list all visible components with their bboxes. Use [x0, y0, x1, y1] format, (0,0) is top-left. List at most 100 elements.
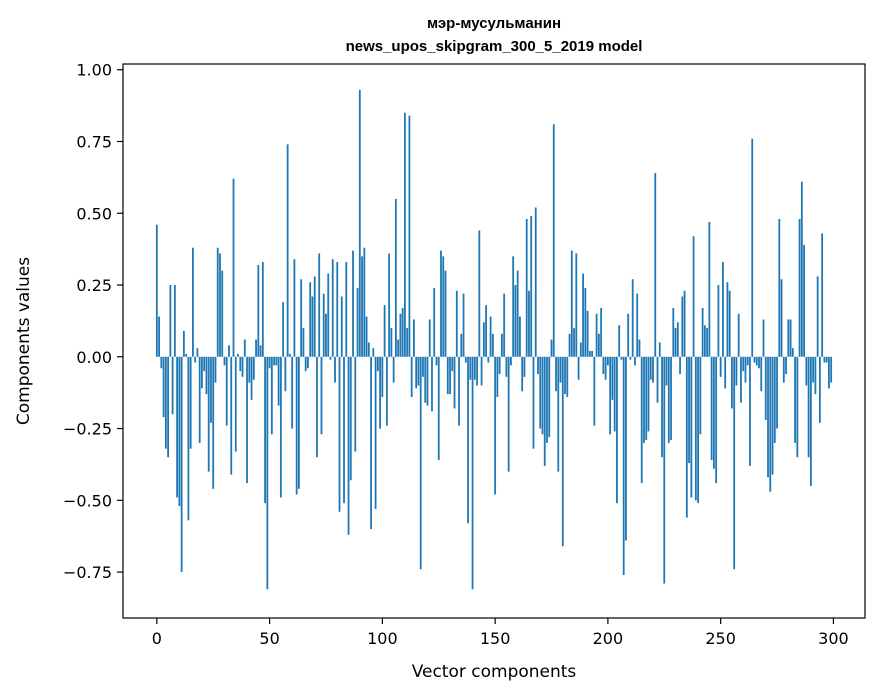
bar-244: [706, 328, 709, 357]
bar-33: [230, 356, 233, 475]
bar-270: [764, 356, 767, 420]
bar-124: [435, 356, 438, 366]
bar-102: [385, 356, 388, 426]
bar-242: [701, 307, 704, 357]
bar-98: [376, 356, 379, 372]
bar-187: [577, 356, 580, 380]
y-tick-label: −0.50: [63, 491, 112, 510]
chart-subtitle: news_upos_skipgram_300_5_2019 model: [346, 38, 643, 55]
bar-35: [234, 356, 237, 452]
bar-154: [503, 293, 506, 357]
bar-226: [665, 356, 668, 386]
bar-207: [622, 356, 625, 575]
bar-18: [196, 348, 199, 357]
bar-42: [250, 356, 253, 400]
bar-284: [796, 356, 799, 458]
bar-256: [733, 356, 736, 570]
bar-174: [548, 356, 551, 438]
bar-211: [631, 279, 634, 357]
bar-10: [178, 356, 181, 507]
bar-36: [237, 353, 239, 357]
x-tick-label: 300: [818, 629, 849, 648]
bar-218: [647, 356, 650, 432]
bar-268: [760, 356, 763, 392]
bar-160: [516, 270, 519, 357]
bar-274: [773, 356, 776, 443]
bar-50: [268, 356, 271, 369]
bar-254: [728, 290, 731, 357]
bar-8: [173, 285, 176, 357]
bar-61: [293, 259, 296, 357]
bar-158: [512, 256, 515, 357]
bar-117: [419, 356, 422, 570]
bar-170: [539, 356, 542, 429]
bar-200: [606, 356, 609, 366]
bar-275: [776, 356, 778, 429]
bar-266: [755, 356, 758, 366]
bar-25: [212, 356, 215, 489]
y-tick-label: 1.00: [76, 61, 112, 80]
bar-2: [160, 356, 163, 369]
bar-221: [654, 173, 657, 357]
bar-113: [410, 356, 413, 397]
bar-136: [462, 293, 465, 357]
bar-173: [546, 356, 548, 443]
bar-288: [805, 356, 808, 386]
bar-186: [575, 253, 578, 357]
bar-123: [433, 287, 436, 357]
bar-22: [205, 356, 208, 395]
bar-181: [564, 356, 566, 395]
bar-97: [374, 356, 377, 509]
bar-229: [672, 307, 675, 357]
bar-282: [791, 348, 794, 357]
bar-46: [259, 345, 262, 357]
bar-88: [354, 356, 357, 452]
bar-6: [169, 285, 172, 357]
bar-21: [203, 356, 206, 372]
y-tick-label: 0.50: [76, 204, 112, 223]
plot-frame: [122, 63, 866, 619]
bar-146: [485, 305, 487, 357]
bar-299: [830, 356, 833, 383]
bar-208: [625, 356, 627, 541]
bar-28: [219, 253, 221, 357]
bar-107: [397, 339, 400, 357]
bar-147: [487, 356, 490, 363]
x-axis-ticks: 0 50 100 150 200 250 300: [152, 618, 849, 648]
y-tick-label: −0.25: [63, 420, 112, 439]
bar-78: [331, 259, 334, 357]
bar-125: [437, 356, 440, 461]
bar-7: [171, 356, 174, 415]
bar-103: [388, 253, 391, 357]
bar-246: [710, 356, 713, 461]
bar-287: [803, 244, 805, 357]
bar-241: [699, 356, 702, 435]
bar-32: [228, 345, 230, 357]
x-tick-label: 50: [259, 629, 279, 648]
bar-163: [523, 356, 526, 377]
bar-93: [365, 316, 368, 357]
bar-101: [383, 305, 386, 357]
bar-156: [507, 356, 510, 472]
bar-293: [816, 276, 819, 357]
bar-281: [789, 319, 792, 357]
bar-92: [363, 247, 366, 357]
bar-54: [277, 356, 280, 406]
bar-248: [715, 356, 718, 484]
bar-59: [288, 353, 291, 357]
bar-247: [712, 356, 715, 469]
bar-79: [334, 356, 336, 383]
bar-204: [616, 356, 618, 504]
bar-69: [311, 296, 314, 357]
bar-296: [823, 356, 826, 363]
bar-290: [809, 356, 812, 486]
bar-67: [307, 356, 309, 369]
bar-140: [471, 356, 474, 590]
bar-30: [223, 356, 226, 366]
bar-222: [656, 356, 659, 403]
bar-118: [422, 356, 424, 377]
bar-191: [586, 310, 589, 357]
bar-220: [652, 356, 654, 383]
bar-169: [537, 356, 539, 375]
